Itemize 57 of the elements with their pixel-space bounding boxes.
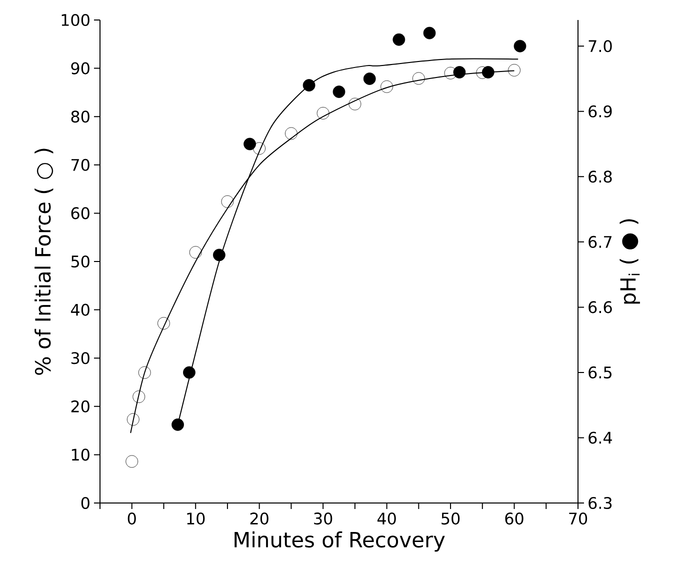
y-tick-label: 40	[70, 304, 90, 316]
x-tick-label: 30	[314, 512, 332, 525]
point	[514, 40, 526, 52]
point	[253, 142, 266, 155]
point	[221, 195, 234, 208]
point	[158, 317, 170, 330]
y-tick-label: 100	[62, 14, 90, 26]
y2-tick-label: 6.5	[588, 366, 612, 378]
y2-tick-label: 6.3	[588, 496, 612, 510]
y2-axis-title: pH$_{i}$ ( ● )	[620, 219, 640, 304]
x-tick-label: 0	[128, 512, 136, 525]
point	[183, 366, 196, 379]
point	[302, 79, 316, 92]
point	[508, 64, 520, 76]
x-axis-title: Minutes of Recovery	[234, 531, 445, 552]
y-tick-label: 70	[72, 158, 90, 171]
y2-tick-label: 6.6	[588, 301, 612, 314]
y2-tick-label: 6.4	[588, 432, 612, 444]
point	[453, 66, 466, 78]
point	[332, 86, 346, 98]
point	[423, 26, 436, 40]
point	[126, 413, 140, 426]
x-tick-label: 60	[505, 512, 524, 525]
x-tick-label: 10	[187, 512, 205, 525]
point	[363, 72, 376, 85]
y-tick-label: 10	[72, 448, 90, 461]
y-tick-label: 80	[71, 110, 90, 123]
point	[348, 98, 362, 110]
y2-tick-label: 6.8	[588, 170, 612, 183]
x-tick-label: 40	[377, 512, 396, 525]
y-tick-label: 0	[81, 496, 90, 510]
y2-tick-label: 6.7	[588, 236, 612, 248]
y-tick-label: 30	[71, 352, 90, 364]
x-tick-label: 70	[569, 512, 588, 525]
point	[412, 72, 425, 85]
point	[444, 66, 457, 80]
y2-tick-label: 7.0	[588, 40, 612, 52]
point	[316, 107, 330, 120]
point	[189, 246, 202, 259]
point	[132, 390, 146, 403]
point	[380, 80, 393, 93]
x-tick-label: 50	[442, 512, 460, 525]
point	[392, 33, 406, 46]
point	[126, 455, 138, 468]
y-tick-label: 20	[71, 400, 90, 412]
point	[172, 418, 184, 431]
y-tick-label: 90	[71, 62, 90, 74]
y-axis-title: % of Initial Force ( ○ )	[34, 148, 54, 375]
y-tick-label: 60	[71, 207, 90, 220]
y2-tick-label: 6.9	[588, 105, 612, 118]
y-tick-label: 50	[71, 255, 90, 268]
point	[285, 127, 298, 140]
point	[138, 366, 151, 379]
point	[482, 66, 494, 78]
point	[244, 138, 256, 150]
point	[212, 248, 226, 262]
x-tick-label: 20	[250, 512, 268, 525]
